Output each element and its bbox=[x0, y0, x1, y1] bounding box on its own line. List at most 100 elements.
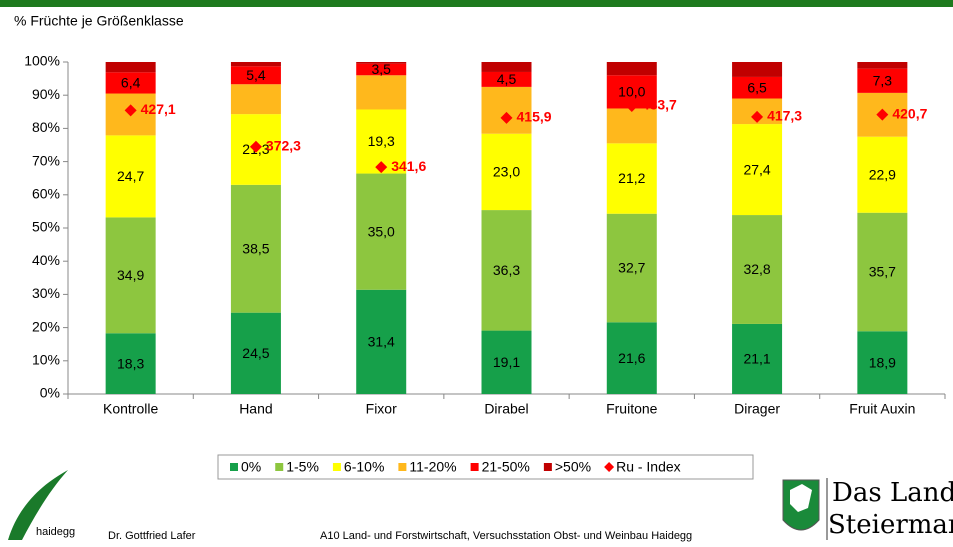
ru-index-marker bbox=[625, 100, 638, 113]
bar-segment bbox=[732, 76, 783, 99]
bar-segment bbox=[732, 62, 783, 77]
data-label: 22,9 bbox=[869, 166, 896, 182]
bar-segment bbox=[356, 62, 407, 64]
ru-index-label: 341,6 bbox=[391, 158, 426, 174]
legend-marker bbox=[275, 463, 284, 471]
author: Dr. Gottfried Lafer bbox=[108, 530, 196, 542]
y-tick-label: 10% bbox=[32, 352, 60, 368]
legend-label: 11-20% bbox=[409, 459, 456, 475]
data-label: 23,0 bbox=[493, 164, 520, 180]
bar-segment bbox=[481, 330, 532, 394]
data-label: 21,1 bbox=[743, 351, 770, 367]
data-label: 24,5 bbox=[242, 345, 269, 361]
ru-index-label: 420,7 bbox=[892, 105, 927, 121]
legend-marker bbox=[398, 463, 407, 471]
y-tick-label: 70% bbox=[32, 152, 60, 168]
bar-segment bbox=[732, 323, 783, 394]
bar-segment bbox=[105, 62, 156, 73]
y-tick-label: 80% bbox=[32, 119, 60, 135]
legend-marker bbox=[604, 462, 615, 472]
data-label: 35,0 bbox=[368, 223, 395, 239]
legend-label: 21-50% bbox=[482, 459, 530, 475]
bar-segment bbox=[732, 124, 783, 216]
data-label: 31,4 bbox=[368, 334, 395, 350]
data-label: 5,4 bbox=[246, 67, 266, 83]
y-tick-label: 0% bbox=[40, 385, 60, 401]
crest-panther bbox=[790, 484, 812, 512]
legend-label: 1-5% bbox=[286, 459, 319, 475]
y-tick-label: 40% bbox=[32, 252, 60, 268]
data-label: 7,3 bbox=[873, 72, 893, 88]
brand-line2: Steiermark bbox=[828, 510, 953, 540]
bar-segment bbox=[356, 173, 407, 290]
ru-index-marker bbox=[500, 111, 513, 124]
brand-line1: Das Land bbox=[832, 478, 953, 508]
data-label: 18,9 bbox=[869, 354, 896, 370]
bar-segment bbox=[481, 86, 532, 134]
logo-feather bbox=[8, 470, 68, 540]
bar-segment bbox=[857, 62, 908, 69]
ru-index-marker bbox=[751, 110, 764, 123]
bar-segment bbox=[606, 62, 657, 76]
ru-index-marker bbox=[249, 140, 262, 153]
bar-segment bbox=[356, 75, 407, 110]
ru-index-marker bbox=[876, 108, 889, 121]
y-tick-label: 20% bbox=[32, 318, 60, 334]
y-tick-label: 90% bbox=[32, 86, 60, 102]
bar-segment bbox=[105, 333, 156, 394]
bar-segment bbox=[356, 63, 407, 76]
legend-label: 6-10% bbox=[344, 459, 384, 475]
data-label: 35,7 bbox=[869, 264, 896, 280]
bar-segment bbox=[857, 136, 908, 213]
bar-segment bbox=[105, 135, 156, 218]
bar-segment bbox=[230, 84, 281, 115]
bar-segment bbox=[857, 331, 908, 394]
data-label: 18,3 bbox=[117, 355, 144, 371]
bar-segment bbox=[857, 212, 908, 332]
bar-segment bbox=[732, 215, 783, 324]
data-label: 27,4 bbox=[743, 161, 770, 177]
data-label: 10,0 bbox=[618, 84, 645, 100]
x-tick-label: Kontrolle bbox=[103, 401, 158, 417]
bar-segment bbox=[230, 184, 281, 313]
ru-index-marker bbox=[375, 161, 388, 174]
bar-segment bbox=[481, 133, 532, 211]
top-bar bbox=[0, 0, 953, 7]
legend-label: 0% bbox=[241, 459, 261, 475]
legend-marker bbox=[332, 463, 341, 471]
bar-segment bbox=[105, 72, 156, 94]
bar-segment bbox=[606, 213, 657, 323]
x-tick-label: Hand bbox=[239, 401, 272, 417]
x-tick-label: Dirager bbox=[734, 401, 780, 417]
y-tick-label: 50% bbox=[32, 219, 60, 235]
ru-index-label: 415,9 bbox=[517, 109, 552, 125]
x-tick-label: Fixor bbox=[366, 401, 397, 417]
x-tick-label: Dirabel bbox=[484, 401, 528, 417]
bar-segment bbox=[230, 66, 281, 85]
legend-label: >50% bbox=[555, 459, 591, 475]
x-tick-label: Fruit Auxin bbox=[849, 401, 915, 417]
data-label: 6,5 bbox=[747, 79, 767, 95]
data-label: 32,7 bbox=[618, 260, 645, 276]
institution: A10 Land- und Forstwirtschaft, Versuchss… bbox=[320, 530, 692, 542]
bar-segment bbox=[606, 143, 657, 214]
legend-marker bbox=[470, 463, 479, 471]
data-label: 24,7 bbox=[117, 168, 144, 184]
ru-index-label: 417,3 bbox=[767, 108, 802, 124]
y-axis-title: % Früchte je Größenklasse bbox=[14, 13, 184, 29]
data-label: 3,5 bbox=[371, 61, 391, 77]
bar-segment bbox=[230, 62, 281, 67]
data-label: 4,5 bbox=[497, 71, 517, 87]
bar-segment bbox=[356, 289, 407, 394]
data-label: 21,6 bbox=[618, 350, 645, 366]
bar-segment bbox=[606, 108, 657, 144]
y-tick-label: 30% bbox=[32, 285, 60, 301]
bar-segment bbox=[481, 210, 532, 331]
ru-index-label: 427,1 bbox=[141, 101, 176, 117]
data-label: 21,2 bbox=[618, 170, 645, 186]
data-label: 38,5 bbox=[242, 240, 269, 256]
bar-segment bbox=[481, 71, 532, 87]
data-label: 19,1 bbox=[493, 354, 520, 370]
logo-text: haidegg bbox=[36, 526, 75, 538]
legend-marker bbox=[230, 463, 238, 471]
